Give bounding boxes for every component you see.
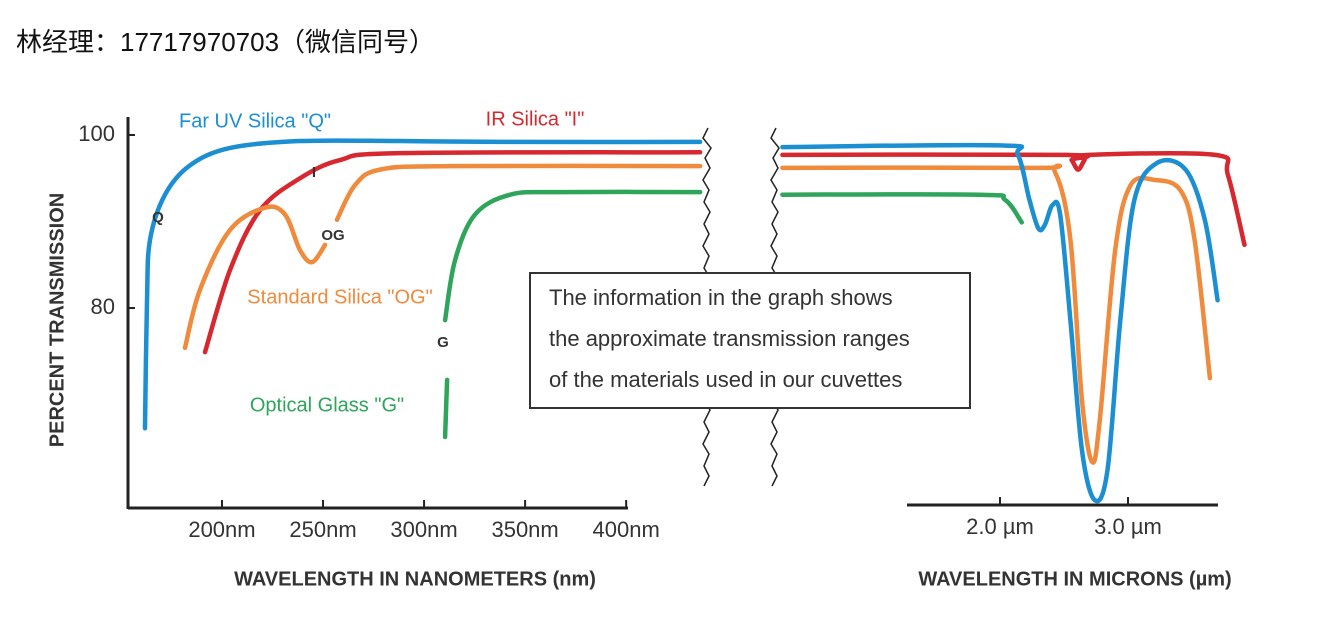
curve-tag: G [437, 334, 449, 351]
x-tick-label: 250nm [289, 517, 356, 542]
series-line [780, 142, 1220, 504]
x-tick-label: 400nm [593, 517, 660, 542]
x-axis-label: WAVELENGTH IN MICRONS (µm) [918, 568, 1231, 590]
series-line [780, 163, 1213, 465]
series-line [442, 189, 703, 440]
x-tick-label: 2.0 µm [966, 514, 1034, 539]
x-tick-label: 300nm [390, 517, 457, 542]
plots: 200nm 250nm 300nm 350nm 400nm 80 100 WAVELENGTH… [78, 108, 1247, 590]
y-tick-label: 100 [78, 121, 115, 146]
curve-tag: OG [321, 227, 344, 244]
series-line [780, 150, 1247, 248]
series-line [182, 163, 703, 351]
note-line: of the materials used in our cuvettes [549, 367, 902, 392]
series-line [142, 138, 703, 431]
series-name: Optical Glass "G" [250, 394, 404, 416]
series-name: Standard Silica "OG" [247, 286, 432, 308]
curve-tag: Q [152, 209, 164, 226]
y-axis-label: PERCENT TRANSMISSION [46, 193, 68, 447]
series-line [202, 150, 703, 355]
series-line [780, 192, 1025, 225]
note-line: The information in the graph shows [549, 285, 893, 310]
series-name: Far UV Silica "Q" [179, 110, 331, 132]
series-name: IR Silica "I" [486, 108, 585, 130]
header: 林经理：17717970703（微信同号） [16, 27, 435, 57]
x-tick-label: 200nm [188, 517, 255, 542]
curve-tag: I [312, 164, 316, 181]
x-tick-label: 3.0 µm [1094, 514, 1162, 539]
note-box [529, 272, 971, 409]
x-tick-label: 350nm [491, 517, 558, 542]
x-axis-label: WAVELENGTH IN NANOMETERS (nm) [234, 568, 596, 590]
note-line: the approximate transmission ranges [549, 326, 910, 351]
y-tick-label: 80 [91, 294, 115, 319]
